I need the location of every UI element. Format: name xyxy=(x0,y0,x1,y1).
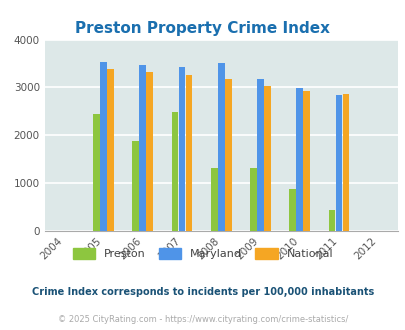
Text: Crime Index corresponds to incidents per 100,000 inhabitants: Crime Index corresponds to incidents per… xyxy=(32,287,373,297)
Bar xyxy=(210,168,217,231)
Bar xyxy=(146,72,153,231)
Bar xyxy=(178,67,185,231)
Bar xyxy=(264,86,270,231)
Text: © 2025 CityRating.com - https://www.cityrating.com/crime-statistics/: © 2025 CityRating.com - https://www.city… xyxy=(58,315,347,324)
Text: Preston Property Crime Index: Preston Property Crime Index xyxy=(75,21,330,36)
Bar xyxy=(217,63,224,231)
Bar xyxy=(249,168,256,231)
Bar xyxy=(132,141,139,231)
Bar xyxy=(107,69,114,231)
Bar xyxy=(93,114,100,231)
Bar xyxy=(100,62,107,231)
Bar xyxy=(342,94,349,231)
Bar xyxy=(256,79,263,231)
Bar xyxy=(139,65,146,231)
Bar xyxy=(303,91,309,231)
Bar xyxy=(224,79,231,231)
Bar xyxy=(289,189,295,231)
Legend: Preston, Maryland, National: Preston, Maryland, National xyxy=(68,244,337,263)
Bar xyxy=(328,211,335,231)
Bar xyxy=(185,75,192,231)
Bar xyxy=(171,112,178,231)
Bar xyxy=(335,95,341,231)
Bar xyxy=(296,88,303,231)
